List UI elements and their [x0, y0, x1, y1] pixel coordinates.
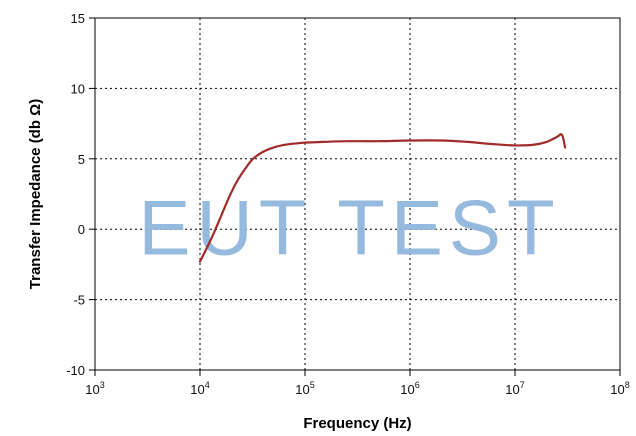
watermark: EUT TEST	[138, 184, 560, 272]
y-tick-label: 15	[71, 11, 85, 26]
y-axis: 15 10 5 0 -5 -10	[66, 11, 95, 378]
watermark-text: EUT TEST	[138, 184, 560, 272]
y-tick-label: -5	[73, 293, 85, 308]
x-tick-label: 104	[190, 380, 209, 397]
y-tick-label: 10	[71, 81, 85, 96]
y-tick-label: -10	[66, 363, 85, 378]
x-tick-label: 103	[85, 380, 104, 397]
series-line-0	[198, 133, 567, 263]
y-tick-label: 5	[78, 152, 85, 167]
series-layer	[198, 133, 567, 263]
x-axis: 103 104 105 106 107 108	[85, 370, 630, 397]
x-tick-label: 106	[400, 380, 419, 397]
y-axis-title: Transfer Impedance (db Ω)	[27, 99, 44, 289]
x-tick-label: 107	[505, 380, 524, 397]
x-tick-label: 108	[610, 380, 629, 397]
grid	[95, 18, 620, 370]
plot-area-frame	[94, 17, 621, 371]
x-axis-title: Frequency (Hz)	[303, 415, 411, 432]
y-tick-label: 0	[78, 222, 85, 237]
x-tick-label: 105	[295, 380, 314, 397]
